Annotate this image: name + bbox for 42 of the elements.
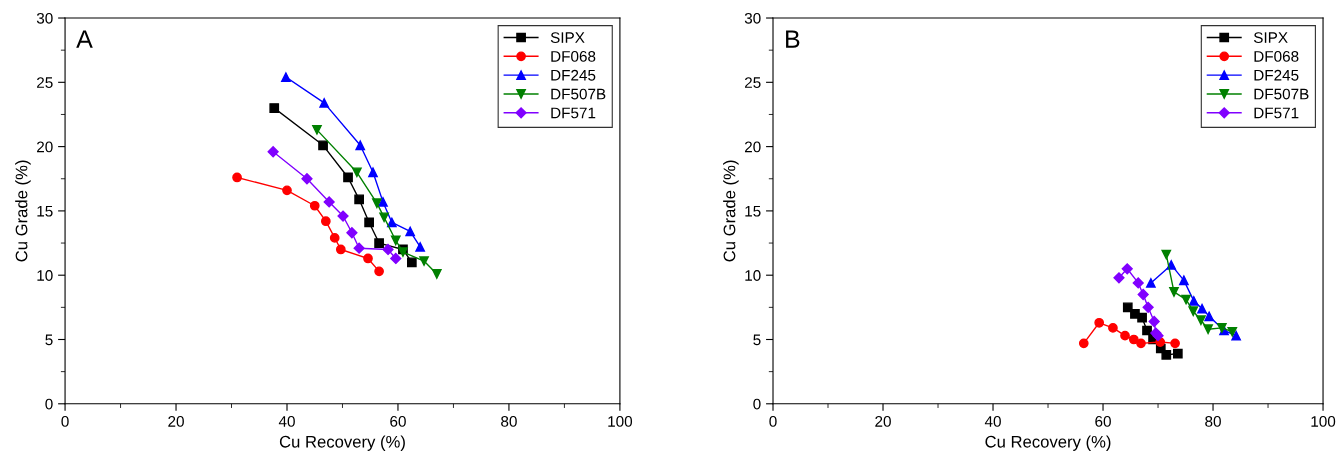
x-tick-label: 60 <box>1095 416 1111 427</box>
legend-label: DF245 <box>551 69 596 81</box>
x-tick-label: 100 <box>608 416 633 427</box>
y-tick-label: 15 <box>745 205 761 217</box>
y-tick-label: 0 <box>45 398 53 410</box>
x-tick-label: 80 <box>501 416 517 427</box>
y-tick-label: 15 <box>37 205 53 217</box>
x-tick-label: 60 <box>390 416 406 427</box>
x-tick-label: 100 <box>1311 416 1336 427</box>
y-tick-label: 20 <box>37 141 53 153</box>
legend-label: DF068 <box>551 51 596 62</box>
annotation: A <box>76 30 93 48</box>
legend-label: DF571 <box>551 107 596 119</box>
y-tick-label: 5 <box>45 334 53 346</box>
legend-label: SIPX <box>1253 32 1288 43</box>
y-tick-label: 5 <box>753 334 761 346</box>
x-tick-label: 40 <box>984 416 1001 427</box>
x-axis-title: Cu Recovery (%) <box>279 435 405 451</box>
x-tick-label: 0 <box>769 416 777 427</box>
y-tick-label: 25 <box>744 77 761 88</box>
legend-label: DF245 <box>1254 69 1299 81</box>
x-axis-title: Cu Recovery (%) <box>985 435 1111 451</box>
legend-label: DF571 <box>1254 107 1299 119</box>
y-axis-title: Cu Grade (%) <box>15 160 31 262</box>
legend-label: DF507B <box>1254 88 1309 100</box>
x-tick-label: 20 <box>875 416 891 427</box>
annotation: B <box>786 30 800 48</box>
y-tick-label: 30 <box>36 12 53 24</box>
y-tick-label: 10 <box>37 270 53 281</box>
y-axis-title: Cu Grade (%) <box>723 160 739 262</box>
y-tick-label: 20 <box>744 141 761 153</box>
x-tick-label: 20 <box>168 416 184 427</box>
y-tick-label: 10 <box>745 270 761 281</box>
y-tick-label: 30 <box>744 12 761 24</box>
x-tick-label: 40 <box>278 416 295 427</box>
legend-label: DF068 <box>1254 51 1299 62</box>
legend-label: DF507B <box>551 88 606 100</box>
legend-label: SIPX <box>550 32 585 43</box>
x-tick-label: 0 <box>61 416 69 427</box>
y-tick-label: 0 <box>753 398 761 410</box>
x-tick-label: 80 <box>1205 416 1221 427</box>
y-tick-label: 25 <box>37 77 53 88</box>
